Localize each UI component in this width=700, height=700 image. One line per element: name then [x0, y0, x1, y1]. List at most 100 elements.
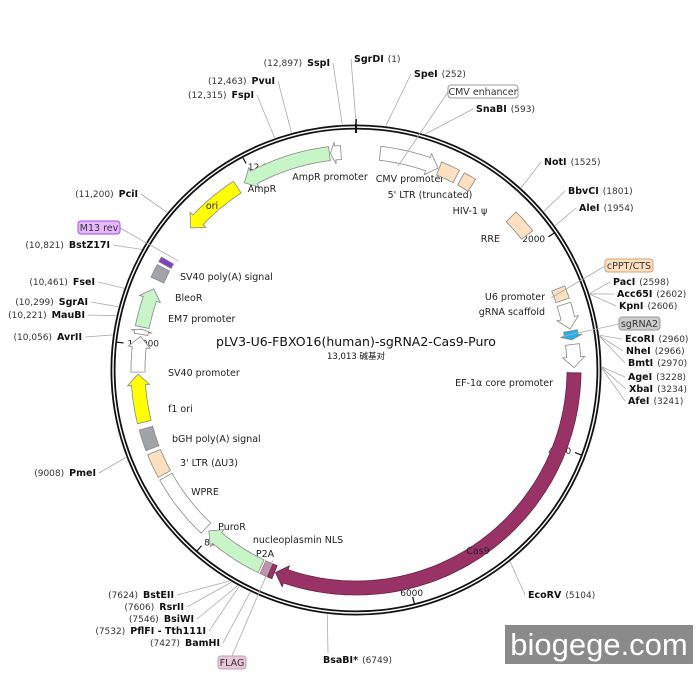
site-snabi[interactable]: SnaBI (593) — [425, 104, 535, 135]
site-label: (10,461) FseI — [29, 277, 95, 288]
feature-ampr-promoter[interactable] — [330, 141, 342, 165]
site-bsiwi[interactable]: (7546) BsiWI — [129, 585, 238, 625]
site-pmei[interactable]: (9008) PmeI — [34, 456, 127, 479]
site-sgrdi[interactable]: SgrDI (1) — [350, 54, 401, 125]
feature-ori[interactable] — [189, 180, 242, 229]
site-leader-line — [601, 367, 627, 390]
feature-tag-cmv-enhancer[interactable]: CMV enhancer — [397, 84, 519, 167]
feature-tag-sgrna2[interactable]: sgRNA2 — [561, 316, 661, 338]
feature-element20[interactable] — [158, 256, 175, 269]
feature-label: bGH poly(A) signal — [172, 434, 261, 445]
site-bmti[interactable]: BmtI (2970) — [599, 336, 687, 369]
site-label: NotI (1525) — [544, 157, 601, 168]
site-leader-line — [208, 586, 240, 632]
site-label: AfeI (3241) — [628, 396, 683, 407]
feature-ef-1-core-promoter[interactable] — [561, 343, 586, 369]
tag-label: CMV enhancer — [448, 87, 517, 98]
feature-em7-promoter[interactable] — [130, 328, 153, 336]
site-label: SpeI (252) — [414, 69, 466, 80]
site-label: PacI (2598) — [613, 277, 669, 288]
feature-5-ltr-truncated[interactable] — [435, 161, 461, 184]
site-bsabi[interactable]: BsaBI* (6749) — [323, 614, 392, 666]
site-ecori[interactable]: EcoRI (2960) — [599, 334, 689, 345]
feature-wpre[interactable] — [159, 472, 212, 534]
site-bsteii[interactable]: (7624) BstEII — [108, 580, 230, 601]
tick-mark — [195, 545, 202, 553]
site-rsrii[interactable]: (7606) RsrII — [124, 581, 232, 613]
site-pflfi-tth111i[interactable]: (7532) PflFI - Tth111I — [95, 586, 240, 637]
site-label: EcoRI (2960) — [625, 334, 688, 345]
site-leader-line — [589, 281, 611, 294]
site-xbai[interactable]: XbaI (3234) — [601, 367, 687, 395]
feature-ampr[interactable] — [243, 146, 331, 188]
site-label: (12,897) SspI — [264, 58, 330, 69]
feature-tag-cppt-cts[interactable]: cPPT/CTS — [550, 258, 654, 299]
site-sgrai[interactable]: (10,299) SgrAI — [15, 297, 119, 308]
site-label: Acc65I (2602) — [617, 289, 686, 300]
site-leader-line — [97, 281, 125, 289]
feature-rre[interactable] — [505, 211, 534, 240]
feature-u6-promoter[interactable] — [556, 301, 580, 330]
tick-mark — [241, 156, 247, 164]
site-label: SnaBI (593) — [476, 104, 535, 115]
site-leader-line — [509, 561, 526, 596]
site-leader-line — [543, 190, 566, 212]
site-label: (7606) RsrII — [124, 602, 184, 613]
site-pcii[interactable]: (11,200) PciI — [75, 189, 168, 213]
map-title: pLV3-U6-FBXO16(human)-sgRNA2-Cas9-Puro — [216, 334, 496, 349]
feature-label: CMV promoter — [376, 174, 445, 185]
feature-label: AmpR — [248, 184, 277, 195]
site-avrii[interactable]: (10,056) AvrII — [14, 332, 113, 343]
site-leader-line — [589, 294, 617, 307]
site-ecorv[interactable]: EcoRV (5104) — [509, 561, 595, 601]
feature-cas9[interactable] — [274, 372, 582, 596]
site-label: (7546) BsiWI — [129, 614, 194, 625]
site-spei[interactable]: SpeI (252) — [385, 69, 466, 126]
site-leader-line — [256, 94, 276, 138]
site-maubi[interactable]: (10,221) MauBI — [8, 310, 117, 321]
feature-hiv-1[interactable] — [457, 172, 477, 192]
site-afei[interactable]: AfeI (3241) — [601, 368, 683, 407]
tick-mark — [574, 451, 583, 456]
site-label: (11,200) PciI — [75, 189, 138, 200]
feature-cmv-promoter[interactable] — [378, 145, 439, 176]
site-acc65i[interactable]: Acc65I (2602) — [589, 289, 686, 300]
feature-label: SV40 promoter — [168, 368, 240, 379]
site-noti[interactable]: NotI (1525) — [520, 157, 601, 188]
feature-puror[interactable] — [208, 529, 265, 574]
site-leader-line — [277, 80, 292, 133]
feature-sv40-promoter[interactable] — [127, 335, 152, 373]
feature-label: EM7 promoter — [168, 314, 235, 325]
feature-label: ori — [206, 201, 218, 212]
feature-sv40-poly-a-signal[interactable] — [150, 263, 171, 284]
feature-f1-ori[interactable] — [126, 373, 152, 425]
site-bstz17i[interactable]: (10,821) BstZ17I — [25, 240, 142, 251]
tag-box — [447, 84, 519, 99]
site-paci[interactable]: PacI (2598) — [589, 277, 669, 294]
site-sspi[interactable]: (12,897) SspI — [264, 58, 343, 125]
site-agei[interactable]: AgeI (3228) — [601, 366, 686, 383]
site-leader-line — [385, 73, 412, 126]
feature-3-ltr-u3[interactable] — [147, 448, 172, 478]
feature-tag-m13-rev[interactable]: M13 rev — [77, 220, 179, 262]
site-kpni[interactable]: KpnI (2606) — [589, 294, 677, 312]
feature-bgh-poly-a-signal[interactable] — [138, 425, 160, 452]
site-label: (7427) BamHI — [150, 638, 220, 649]
feature-bleor[interactable] — [134, 288, 162, 329]
tag-label: FLAG — [220, 658, 245, 669]
site-bbvci[interactable]: BbvCI (1801) — [543, 186, 633, 212]
site-pvui[interactable]: (12,463) PvuI — [208, 76, 292, 133]
feature-label: 3' LTR (ΔU3) — [180, 458, 238, 469]
site-fsei[interactable]: (10,461) FseI — [29, 277, 125, 289]
feature-nucleoplasmin-nls[interactable] — [266, 563, 278, 580]
feature-tag-flag[interactable]: FLAG — [217, 560, 274, 670]
site-nhei[interactable]: NheI (2966) — [599, 335, 685, 357]
site-label: XbaI (3234) — [629, 384, 687, 395]
site-alei[interactable]: AleI (1954) — [554, 203, 634, 226]
site-fspi[interactable]: (12,315) FspI — [188, 90, 276, 138]
tag-leader-line — [561, 323, 620, 338]
site-label: (10,056) AvrII — [14, 332, 82, 343]
tag-box — [77, 220, 121, 235]
feature-label: U6 promoter — [485, 292, 545, 303]
site-bamhi[interactable]: (7427) BamHI — [150, 591, 251, 649]
